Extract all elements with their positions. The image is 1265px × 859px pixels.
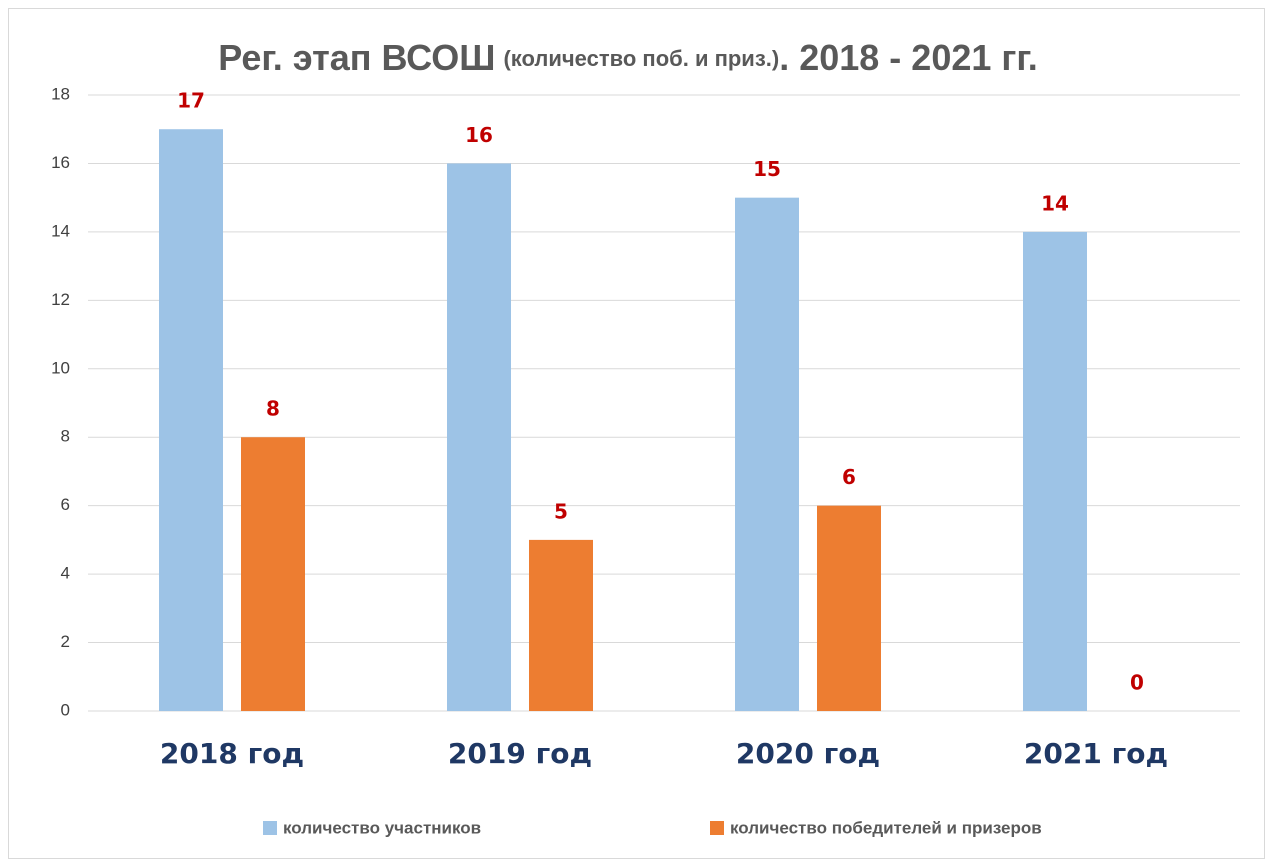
legend-swatch <box>263 821 277 835</box>
y-tick-label: 2 <box>61 632 70 651</box>
bar <box>241 437 305 711</box>
y-tick-label: 18 <box>51 84 70 103</box>
bar <box>817 505 881 711</box>
bar <box>529 539 593 711</box>
y-tick-label: 0 <box>61 700 70 719</box>
legend-label: количество победителей и призеров <box>730 818 1042 837</box>
data-label: 8 <box>266 397 280 421</box>
bar <box>159 129 223 711</box>
chart-title: Рег. этап ВСОШ (количество поб. и приз.).… <box>218 37 1038 78</box>
data-label: 6 <box>842 465 856 489</box>
y-tick-label: 8 <box>61 427 70 446</box>
x-tick-label: 2019 год <box>448 737 592 770</box>
legend-label: количество участников <box>283 818 481 837</box>
legend-swatch <box>710 821 724 835</box>
bar <box>735 197 799 711</box>
x-tick-label: 2018 год <box>160 737 304 770</box>
y-tick-label: 14 <box>51 221 70 240</box>
data-label: 5 <box>554 499 568 523</box>
data-label: 15 <box>753 157 781 181</box>
y-tick-label: 16 <box>51 153 70 172</box>
y-tick-label: 6 <box>61 495 70 514</box>
x-tick-label: 2020 год <box>736 737 880 770</box>
data-label: 14 <box>1041 191 1069 215</box>
bar <box>1023 231 1087 711</box>
bar <box>447 163 511 711</box>
y-tick-label: 10 <box>51 358 70 377</box>
data-label: 17 <box>177 89 205 113</box>
y-tick-label: 12 <box>51 290 70 309</box>
x-tick-label: 2021 год <box>1024 737 1168 770</box>
y-tick-label: 4 <box>61 564 70 583</box>
data-label: 0 <box>1130 671 1144 695</box>
data-label: 16 <box>465 123 493 147</box>
